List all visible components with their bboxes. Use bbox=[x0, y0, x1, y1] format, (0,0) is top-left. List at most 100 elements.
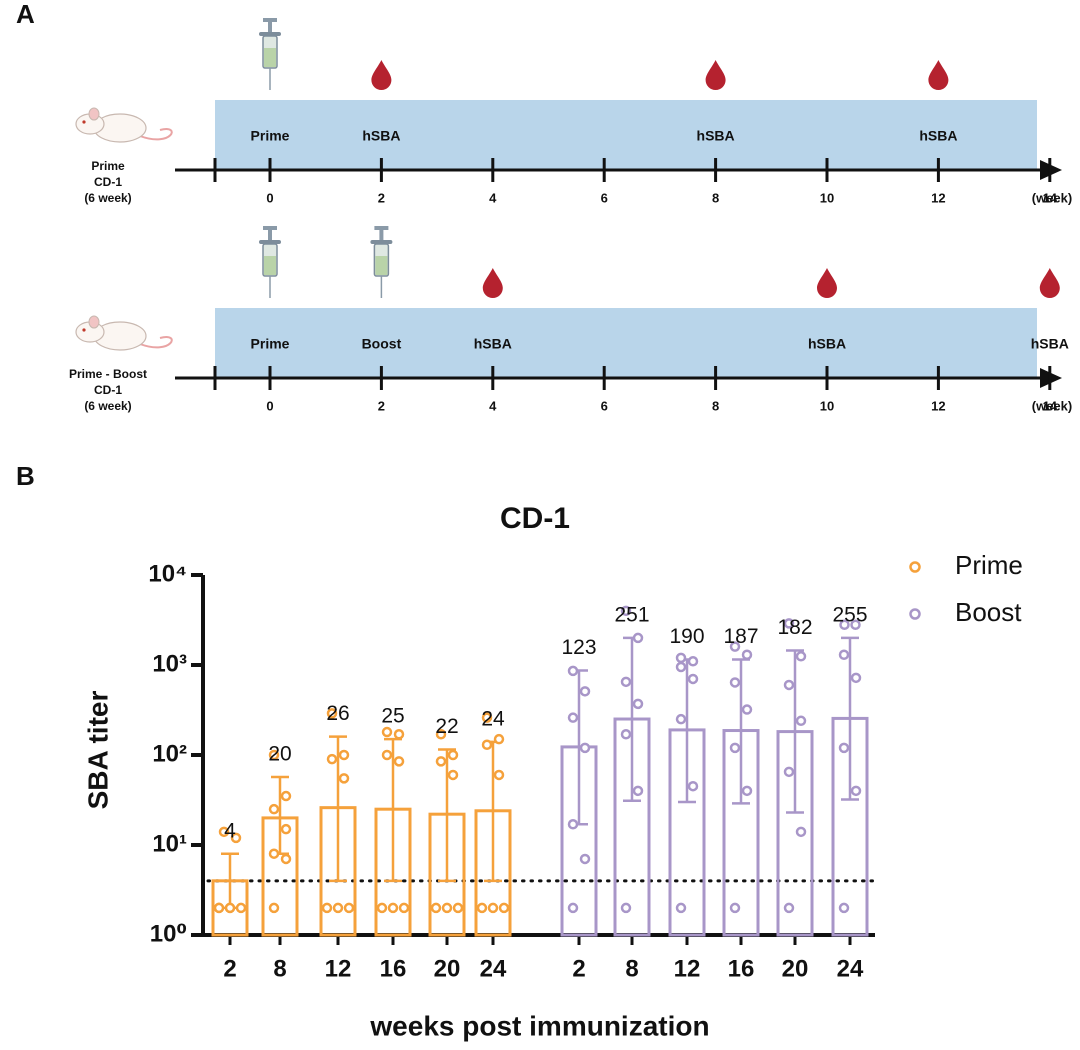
y-tick-label: 10⁴ bbox=[148, 560, 187, 587]
data-point bbox=[579, 742, 591, 754]
data-point bbox=[476, 902, 488, 914]
value-label: 4 bbox=[224, 819, 236, 842]
syringe-plunger bbox=[263, 18, 277, 22]
blood-drop-icon bbox=[705, 60, 726, 90]
legend-label: Boost bbox=[955, 597, 1022, 627]
data-point bbox=[632, 698, 644, 710]
data-point bbox=[218, 826, 230, 838]
timeline-tick-label: 10 bbox=[820, 190, 834, 205]
value-label: 187 bbox=[723, 625, 758, 648]
data-point bbox=[729, 641, 741, 652]
timeline-tick-label: 6 bbox=[601, 190, 608, 205]
data-point bbox=[235, 902, 247, 914]
syringe-liquid bbox=[264, 48, 276, 67]
syringe-flange bbox=[259, 32, 281, 36]
timeline-tick-label: 12 bbox=[931, 398, 945, 413]
data-point bbox=[579, 853, 591, 865]
mouse-icon bbox=[75, 315, 173, 351]
data-point bbox=[268, 803, 280, 815]
legend-marker bbox=[909, 608, 921, 620]
group-label: Prime - Boost bbox=[69, 367, 147, 381]
panel-label: A bbox=[16, 0, 35, 29]
data-point bbox=[620, 902, 632, 914]
y-axis-label: SBA titer bbox=[82, 691, 113, 810]
timeline-event-label: Prime bbox=[251, 128, 290, 144]
data-point bbox=[741, 785, 753, 797]
timeline-tick-label: 2 bbox=[378, 398, 385, 413]
timeline-event-label: hSBA bbox=[919, 128, 957, 144]
data-point bbox=[620, 729, 632, 740]
x-tick-label: 16 bbox=[380, 955, 407, 982]
timeline-event-label: hSBA bbox=[1031, 336, 1069, 352]
timeline-tick-label: 8 bbox=[712, 190, 719, 205]
data-point bbox=[268, 749, 280, 761]
data-point bbox=[783, 618, 795, 629]
panel-label: B bbox=[16, 461, 35, 491]
data-point bbox=[387, 902, 399, 914]
timeline-tick-label: 0 bbox=[266, 398, 273, 413]
timeline-tick-label: 0 bbox=[266, 190, 273, 205]
data-point bbox=[326, 753, 338, 765]
data-point bbox=[268, 848, 280, 859]
blood-drop-icon bbox=[482, 268, 503, 298]
value-label: 25 bbox=[381, 705, 404, 728]
syringe-rod bbox=[268, 230, 272, 240]
data-point bbox=[430, 902, 442, 914]
group-label: CD-1 bbox=[94, 175, 122, 189]
group-label: CD-1 bbox=[94, 383, 122, 397]
timeline-tick-label: 12 bbox=[931, 190, 945, 205]
data-point bbox=[687, 780, 699, 792]
value-label: 24 bbox=[481, 707, 505, 730]
timeline-tick-label: 4 bbox=[489, 190, 497, 205]
syringe-flange bbox=[259, 240, 281, 244]
syringe-icon bbox=[370, 226, 393, 298]
data-point bbox=[567, 665, 579, 677]
data-point bbox=[795, 651, 807, 662]
data-point bbox=[783, 679, 795, 691]
y-tick-label: 10³ bbox=[152, 650, 187, 677]
data-point bbox=[838, 649, 850, 660]
x-tick-label: 8 bbox=[273, 955, 286, 982]
data-point bbox=[579, 686, 591, 697]
mouse-ear bbox=[88, 107, 100, 121]
data-point bbox=[376, 902, 388, 914]
value-label: 190 bbox=[669, 625, 704, 648]
x-tick-label: 8 bbox=[625, 955, 638, 982]
data-point bbox=[620, 605, 632, 617]
group-label: Prime bbox=[91, 159, 125, 173]
value-label: 26 bbox=[326, 702, 349, 725]
data-point bbox=[741, 704, 753, 715]
timeline-tick-label: 14 bbox=[1043, 398, 1058, 413]
data-point bbox=[729, 742, 741, 754]
data-point bbox=[675, 661, 687, 673]
data-point bbox=[838, 742, 850, 754]
value-label: 123 bbox=[561, 636, 596, 659]
y-tick-label: 10¹ bbox=[152, 830, 187, 857]
data-point bbox=[268, 902, 280, 914]
x-axis-label: weeks post immunization bbox=[369, 1010, 709, 1041]
data-point bbox=[729, 677, 741, 688]
data-point bbox=[567, 819, 579, 830]
data-point bbox=[230, 832, 242, 844]
data-point bbox=[398, 902, 410, 914]
syringe-flange bbox=[370, 240, 393, 244]
syringe-plunger bbox=[374, 226, 389, 230]
data-point bbox=[338, 773, 350, 784]
syringe-icon bbox=[259, 226, 281, 298]
data-point bbox=[280, 790, 292, 802]
syringe-icon bbox=[259, 18, 281, 90]
data-point bbox=[381, 749, 393, 761]
blood-drop-icon bbox=[928, 60, 949, 90]
data-point bbox=[783, 902, 795, 914]
x-tick-label: 12 bbox=[674, 955, 701, 982]
data-point bbox=[783, 766, 795, 778]
group-label: (6 week) bbox=[84, 191, 131, 205]
data-point bbox=[326, 708, 338, 719]
timeline-tick-label: 8 bbox=[712, 398, 719, 413]
timeline-tick-label: 14 bbox=[1043, 190, 1058, 205]
timeline-tick-label: 2 bbox=[378, 190, 385, 205]
data-point bbox=[447, 749, 459, 761]
blood-drop-icon bbox=[1039, 268, 1060, 298]
data-point bbox=[224, 902, 236, 914]
timeline-band bbox=[215, 308, 1037, 378]
